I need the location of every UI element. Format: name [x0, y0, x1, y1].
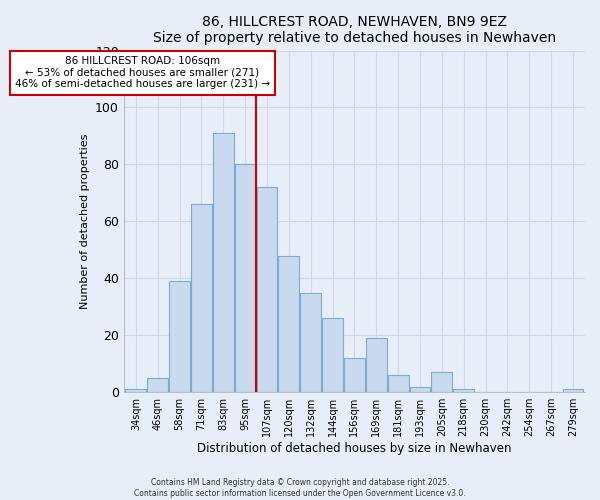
- Bar: [388, 375, 409, 392]
- Bar: [191, 204, 212, 392]
- Bar: [322, 318, 343, 392]
- Bar: [344, 358, 365, 392]
- Bar: [169, 281, 190, 392]
- X-axis label: Distribution of detached houses by size in Newhaven: Distribution of detached houses by size …: [197, 442, 512, 455]
- Title: 86, HILLCREST ROAD, NEWHAVEN, BN9 9EZ
Size of property relative to detached hous: 86, HILLCREST ROAD, NEWHAVEN, BN9 9EZ Si…: [153, 15, 556, 45]
- Text: 86 HILLCREST ROAD: 106sqm
← 53% of detached houses are smaller (271)
46% of semi: 86 HILLCREST ROAD: 106sqm ← 53% of detac…: [15, 56, 270, 90]
- Text: Contains HM Land Registry data © Crown copyright and database right 2025.
Contai: Contains HM Land Registry data © Crown c…: [134, 478, 466, 498]
- Bar: [366, 338, 386, 392]
- Bar: [148, 378, 168, 392]
- Bar: [301, 292, 321, 392]
- Bar: [431, 372, 452, 392]
- Bar: [563, 390, 583, 392]
- Bar: [125, 390, 146, 392]
- Bar: [235, 164, 256, 392]
- Bar: [454, 390, 474, 392]
- Bar: [213, 133, 233, 392]
- Bar: [278, 256, 299, 392]
- Bar: [257, 187, 277, 392]
- Y-axis label: Number of detached properties: Number of detached properties: [80, 134, 89, 309]
- Bar: [410, 386, 430, 392]
